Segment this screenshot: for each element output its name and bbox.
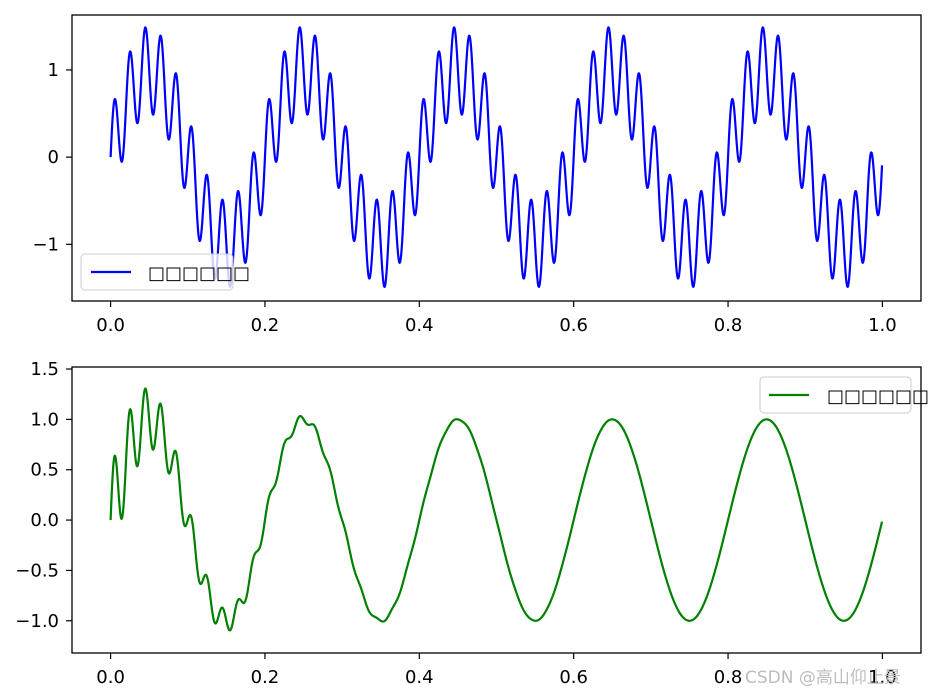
bottom-y-tick-label: 1.0 [30,409,59,430]
bottom-x-tick-label: 1.0 [868,667,897,688]
top-x-tick-label: 0.2 [251,315,280,336]
top-y-axis: −1 0 1 [32,60,72,255]
bottom-series-line [109,387,884,632]
bottom-x-tick-label: 0.0 [96,667,125,688]
top-legend-label: □□□□□□ [148,263,250,284]
top-x-tick-label: 0.0 [96,315,125,336]
bottom-plot-frame [71,366,922,654]
top-legend-box [80,253,234,291]
bottom-x-tick-label: 0.4 [405,667,434,688]
top-y-tick-label: −1 [32,234,59,255]
top-x-tick-label: 0.4 [405,315,434,336]
bottom-y-axis: −1.0 −0.5 0.0 0.5 1.0 1.5 [15,359,72,632]
bottom-legend-box [759,376,912,414]
top-subplot: 0.0 0.2 0.4 0.6 0.8 1.0 −1 0 1 □□□□□□ [32,14,922,336]
bottom-x-tick-label: 0.8 [714,667,743,688]
top-legend: □□□□□□ [80,253,250,291]
bottom-x-tick-label: 0.2 [251,667,280,688]
bottom-y-tick-label: 0.0 [30,510,59,531]
bottom-y-tick-label: 1.5 [30,359,59,380]
bottom-y-tick-label: −0.5 [15,560,59,581]
top-y-tick-label: 1 [48,60,59,81]
bottom-legend-label: □□□□□□ [827,386,929,407]
top-x-tick-label: 0.8 [714,315,743,336]
bottom-x-axis: 0.0 0.2 0.4 0.6 0.8 1.0 [96,653,897,688]
bottom-y-tick-label: 0.5 [30,460,59,481]
top-x-tick-label: 1.0 [868,315,897,336]
top-plot-frame [71,14,922,302]
watermark-text: CSDN @高山仰止景 [745,668,901,688]
top-x-tick-label: 0.6 [559,315,588,336]
top-series-line [109,26,884,288]
top-y-tick-label: 0 [48,147,59,168]
bottom-legend: □□□□□□ [759,376,929,414]
bottom-x-tick-label: 0.6 [559,667,588,688]
bottom-y-tick-label: −1.0 [15,611,59,632]
top-x-axis: 0.0 0.2 0.4 0.6 0.8 1.0 [96,301,897,336]
bottom-subplot: 0.0 0.2 0.4 0.6 0.8 1.0 −1.0−0.50.00.51.01.5 … [15,359,929,688]
